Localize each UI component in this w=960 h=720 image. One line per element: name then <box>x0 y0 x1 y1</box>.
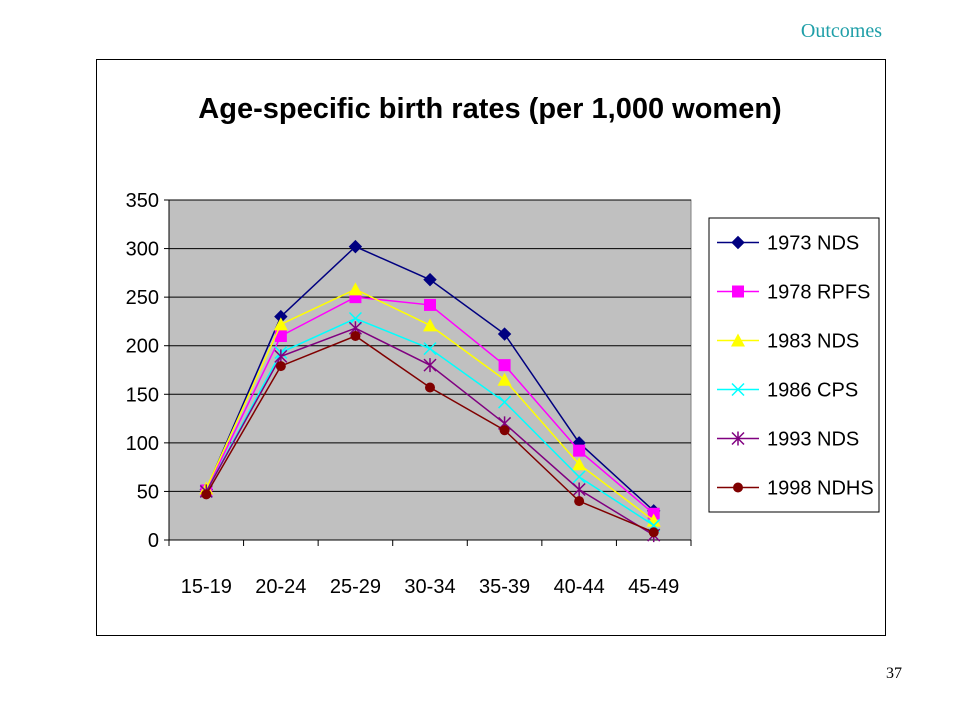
y-tick-label: 250 <box>126 287 159 309</box>
series-1983-nds <box>199 282 661 527</box>
legend-item: 1978 RPFS <box>717 282 870 304</box>
data-point <box>497 327 512 341</box>
data-point <box>275 361 286 372</box>
section-title: Outcomes <box>800 20 882 42</box>
legend-marker <box>731 431 745 446</box>
series-1998-ndhs <box>201 331 659 538</box>
legend-marker <box>731 333 745 347</box>
data-point <box>423 318 437 332</box>
data-point <box>648 527 659 538</box>
x-tick-label: 35-39 <box>479 576 530 598</box>
x-tick-label: 15-19 <box>181 576 232 598</box>
legend-label: 1986 CPS <box>767 380 858 402</box>
y-tick-label: 300 <box>126 239 159 261</box>
data-point <box>424 298 436 311</box>
data-point <box>201 489 212 500</box>
x-tick-label: 40-44 <box>554 576 605 598</box>
data-point <box>423 272 437 287</box>
legend-marker <box>733 482 743 493</box>
chart: Age-specific birth rates (per 1,000 wome… <box>97 60 885 635</box>
legend-label: 1998 NDHS <box>767 478 874 500</box>
x-tick-label: 30-34 <box>404 576 455 598</box>
data-point <box>423 358 437 373</box>
y-tick-label: 200 <box>126 336 159 358</box>
data-point <box>497 372 512 386</box>
data-point <box>348 239 363 254</box>
legend-marker <box>732 285 744 298</box>
y-tick-label: 50 <box>137 481 159 503</box>
data-point <box>348 282 363 296</box>
chart-title: Age-specific birth rates (per 1,000 wome… <box>198 93 781 125</box>
page-number: 37 <box>886 665 902 682</box>
y-tick-label: 100 <box>126 433 159 455</box>
data-point <box>573 444 586 457</box>
legend-item: 1998 NDHS <box>717 478 874 500</box>
data-point <box>274 349 288 364</box>
data-point <box>423 342 437 356</box>
y-tick-label: 150 <box>126 384 159 406</box>
legend-label: 1978 RPFS <box>767 282 870 304</box>
data-point <box>574 496 585 507</box>
y-tick-label: 0 <box>148 530 159 552</box>
data-point <box>499 425 510 436</box>
chart-frame: Age-specific birth rates (per 1,000 wome… <box>96 59 886 636</box>
legend-box <box>708 217 880 513</box>
legend-marker <box>731 382 745 397</box>
x-tick-label: 20-24 <box>255 576 306 598</box>
legend: 1973 NDS 1978 RPFS 1983 NDS 1986 CPS 1993 ND… <box>708 217 880 513</box>
x-tick-label: 45-49 <box>628 576 679 598</box>
legend-label: 1993 NDS <box>767 429 859 451</box>
legend-item: 1973 NDS <box>717 233 859 255</box>
legend-label: 1983 NDS <box>767 331 859 353</box>
data-point <box>572 470 586 484</box>
data-point <box>572 482 586 497</box>
legend-label: 1973 NDS <box>767 233 859 255</box>
legend-item: 1993 NDS <box>717 429 859 451</box>
y-tick-label: 350 <box>126 190 159 212</box>
data-point <box>572 457 587 471</box>
data-point <box>498 359 511 372</box>
data-point <box>274 330 287 342</box>
data-point <box>348 311 362 326</box>
line-chart: Age-specific birth rates (per 1,000 wome… <box>126 93 880 598</box>
data-point <box>425 382 435 393</box>
data-point <box>498 395 512 409</box>
x-tick-label: 25-29 <box>330 576 381 598</box>
legend-item: 1983 NDS <box>717 331 859 353</box>
data-point <box>350 331 361 341</box>
legend-marker <box>731 235 745 250</box>
data-point <box>273 317 288 331</box>
legend-item: 1986 CPS <box>717 380 858 402</box>
